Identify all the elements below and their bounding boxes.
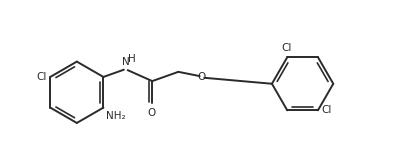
Text: H: H	[128, 54, 135, 64]
Text: NH₂: NH₂	[106, 111, 126, 121]
Text: Cl: Cl	[321, 105, 332, 115]
Text: O: O	[198, 72, 206, 82]
Text: Cl: Cl	[36, 72, 47, 82]
Text: Cl: Cl	[281, 43, 292, 53]
Text: O: O	[148, 108, 156, 118]
Text: N: N	[122, 57, 130, 67]
